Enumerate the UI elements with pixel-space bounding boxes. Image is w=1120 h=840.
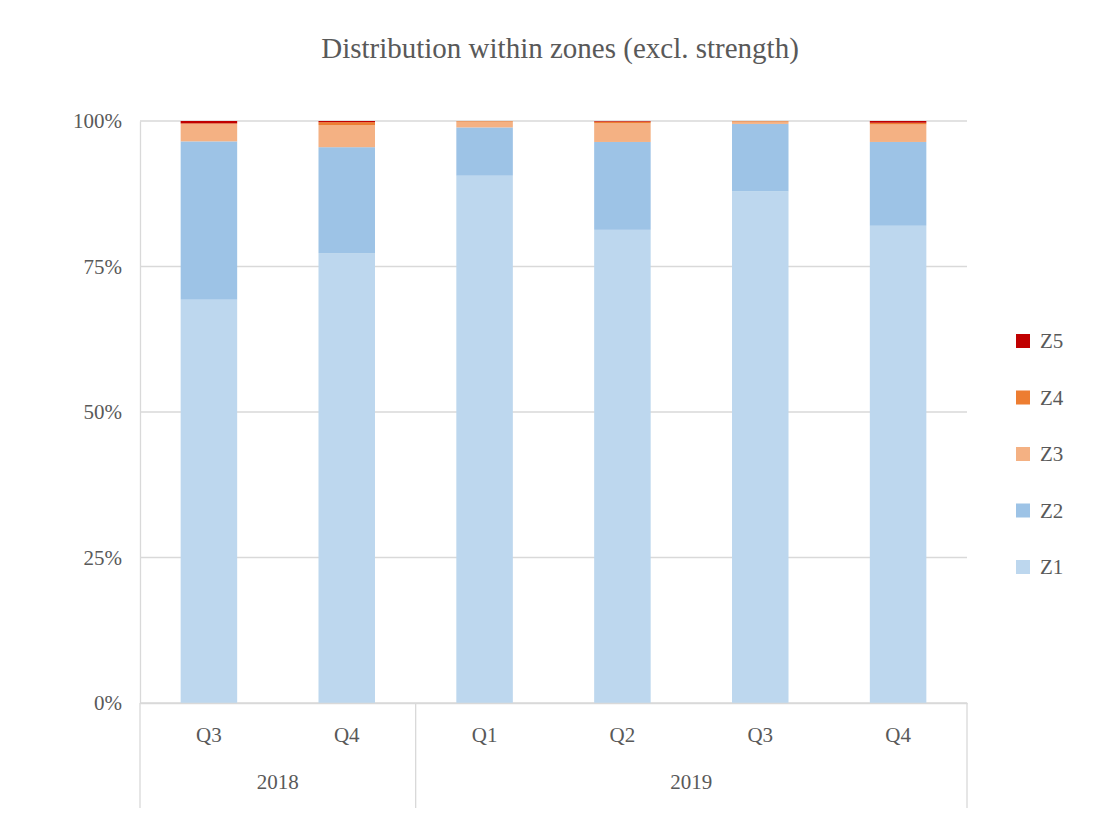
bar [318,122,375,125]
plot: 0% 25% 50% 75% 100% Q3 Q4 Q1 Q2 Q3 Q4 2018 2019 [73,109,968,808]
bar [870,123,927,125]
bar [732,121,789,122]
y-axis: 0% 25% 50% 75% 100% [73,109,141,715]
y-tick-label: 100% [73,109,122,133]
grid [140,121,967,703]
x-group-separator [139,703,140,808]
legend-item: Z1 [1016,555,1063,579]
x-tick: Q4 [885,703,911,747]
bars [181,121,927,703]
grid-line [140,411,967,412]
series-z3 [181,122,927,148]
y-tick: 25% [84,546,141,570]
bar [594,123,651,142]
legend: Z5 Z4 Z3 Z2 Z1 [1016,329,1064,579]
y-tick: 0% [94,691,140,715]
x-groups: 2018 2019 [140,703,967,808]
legend-label: Z3 [1040,442,1063,466]
series-z1 [181,176,927,703]
y-tick-label: 50% [84,400,123,424]
y-tick-label: 25% [84,546,123,570]
legend-label: Z2 [1040,499,1063,523]
x-group-label: 2019 [670,770,712,794]
x-tick: Q1 [472,703,498,747]
bar [456,122,513,128]
title: Distribution within zones (excl. strengt… [321,32,799,65]
y-tick: 100% [73,109,140,133]
legend-item: Z2 [1016,499,1063,523]
bar [456,127,513,175]
bar [181,300,238,703]
series-z2 [181,124,927,300]
legend-label: Z1 [1040,555,1063,579]
y-tick-label: 0% [94,691,122,715]
bar [181,121,238,123]
grid-line [140,266,967,267]
legend-label: Z4 [1040,386,1064,410]
x-tick-label: Q1 [472,723,498,747]
grid-line [140,702,967,703]
y-axis-line [140,122,141,704]
y-tick-label: 75% [84,255,123,279]
bar [870,142,927,226]
x-group-label: 2018 [257,770,299,794]
x-tick: Q3 [747,703,773,747]
bar [870,121,927,123]
series-z5 [181,121,927,123]
bar [870,226,927,703]
y-tick: 75% [84,255,141,279]
x-tick-label: Q4 [885,723,911,747]
bar [318,253,375,703]
x-group-separator [966,703,967,808]
legend-swatch [1016,391,1030,405]
bar [456,121,513,122]
legend-swatch [1016,560,1030,574]
legend-item: Z4 [1016,386,1064,410]
bar [181,141,238,299]
legend-item: Z3 [1016,442,1063,466]
x-tick: Q4 [334,703,360,747]
bar [456,176,513,703]
y-tick: 50% [84,400,141,424]
grid-line [140,120,967,121]
legend-swatch [1016,447,1030,461]
bar [870,124,927,141]
x-tick-label: Q2 [610,723,636,747]
x-group-separator [415,703,416,808]
x-axis: Q3 Q4 Q1 Q2 Q3 Q4 [141,703,968,747]
bar [318,125,375,147]
x-tick-label: Q4 [334,723,360,747]
bar [594,142,651,230]
bar [594,230,651,703]
bar [594,122,651,124]
x-tick: Q3 [196,703,222,747]
series-z4 [181,121,927,125]
bar [181,124,238,141]
grid-line [140,557,967,558]
bar [732,122,789,124]
legend-label: Z5 [1040,329,1063,353]
legend-item: Z5 [1016,329,1063,353]
x-tick: Q2 [610,703,636,747]
bar [318,121,375,122]
bar [732,121,789,122]
legend-swatch [1016,504,1030,518]
x-axis-line [141,703,968,704]
bar [594,121,651,122]
chart: Distribution within zones (excl. strengt… [0,0,1120,840]
legend-swatch [1016,334,1030,348]
x-tick-label: Q3 [747,723,773,747]
x-tick-label: Q3 [196,723,222,747]
bar [732,124,789,192]
bar [456,121,513,122]
bar [318,147,375,253]
bar [732,191,789,703]
